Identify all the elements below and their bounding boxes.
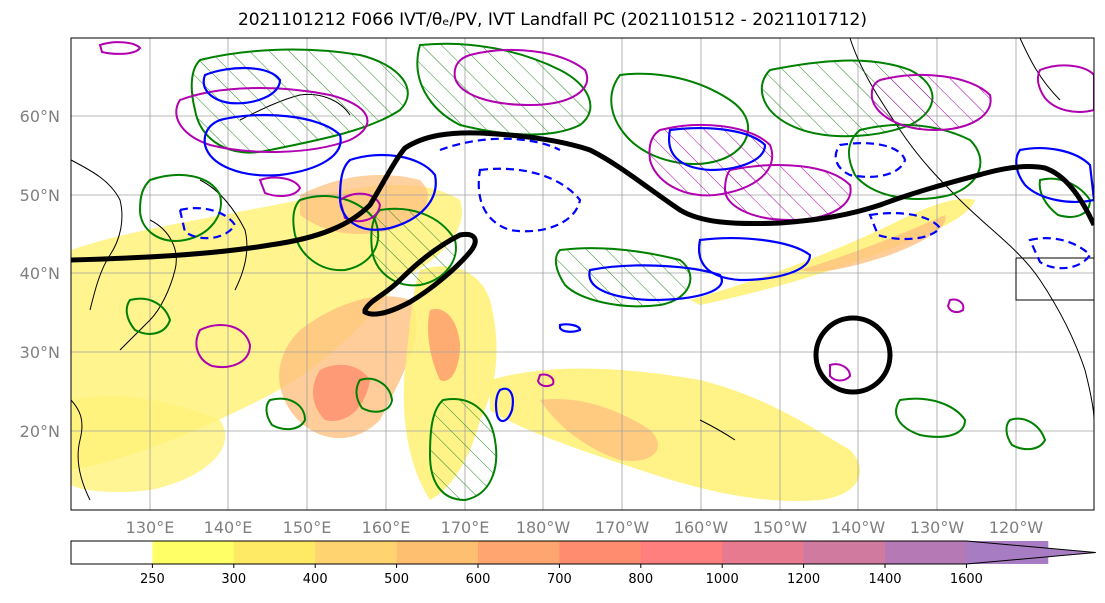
colorbar-segment <box>71 541 153 564</box>
lat-label-30: 30°N <box>20 343 60 362</box>
colorbar-tick-label: 1200 <box>787 572 820 587</box>
colorbar-segment <box>722 541 805 564</box>
lon-label-120w: 120°W <box>989 518 1044 537</box>
lon-label-170e: 170°E <box>441 518 490 537</box>
colorbar-segment <box>640 541 723 564</box>
colorbar-tick-label: 600 <box>466 572 491 587</box>
figure-title: 2021101212 F066 IVT/θₑ/PV, IVT Landfall … <box>237 10 868 30</box>
map-frame <box>70 37 1095 511</box>
lon-label-130w: 130°W <box>910 518 965 537</box>
lon-label-140w: 140°W <box>831 518 886 537</box>
colorbar-segment <box>152 541 235 564</box>
lat-label-20: 20°N <box>20 422 60 441</box>
theta-e-contours <box>178 67 1094 423</box>
colorbar-segment <box>233 541 316 564</box>
coastlines <box>71 38 1094 501</box>
lon-label-130e: 130°E <box>126 518 175 537</box>
lon-label-160w: 160°W <box>674 518 729 537</box>
colorbar-tick-label: 500 <box>384 572 409 587</box>
lat-label-60: 60°N <box>20 107 60 126</box>
colorbar-tick-label: 1000 <box>706 572 739 587</box>
lon-label-180w: 180°W <box>516 518 571 537</box>
longitude-labels: 130°E 140°E 150°E 160°E 170°E 180°W 170°… <box>126 518 1044 537</box>
lon-label-160e: 160°E <box>362 518 411 537</box>
colorbar-segment <box>885 541 967 564</box>
landfall-pc-contours <box>71 130 1094 395</box>
colorbar-segment <box>559 541 642 564</box>
colorbar-tick-label: 700 <box>547 572 572 587</box>
lon-label-140e: 140°E <box>204 518 253 537</box>
lat-label-50: 50°N <box>20 186 60 205</box>
lon-label-170w: 170°W <box>595 518 650 537</box>
colorbar-extend-arrow <box>966 541 1096 564</box>
lat-label-40: 40°N <box>20 264 60 283</box>
colorbar-tick-label: 800 <box>628 572 653 587</box>
lon-label-150e: 150°E <box>283 518 332 537</box>
colorbar-tick-label: 1600 <box>950 572 983 587</box>
pv-contours <box>125 42 1092 502</box>
colorbar-segment <box>478 541 560 564</box>
colorbar-tick-label: 250 <box>140 572 165 587</box>
colorbar: 250 300 400 500 600 700 800 1000 1200 1400 1600 <box>70 540 1096 587</box>
lon-label-150w: 150°W <box>753 518 808 537</box>
colorbar-tick-label: 300 <box>221 572 246 587</box>
magenta-contours <box>98 41 1094 388</box>
colorbar-segment <box>803 541 886 564</box>
colorbar-segment <box>315 541 398 564</box>
colorbar-outline <box>70 540 1096 565</box>
latitude-labels: 60°N 50°N 40°N 30°N 20°N <box>20 107 60 441</box>
colorbar-tick-label: 1400 <box>868 572 901 587</box>
colorbar-tick-label: 400 <box>303 572 328 587</box>
colorbar-segment <box>396 541 479 564</box>
